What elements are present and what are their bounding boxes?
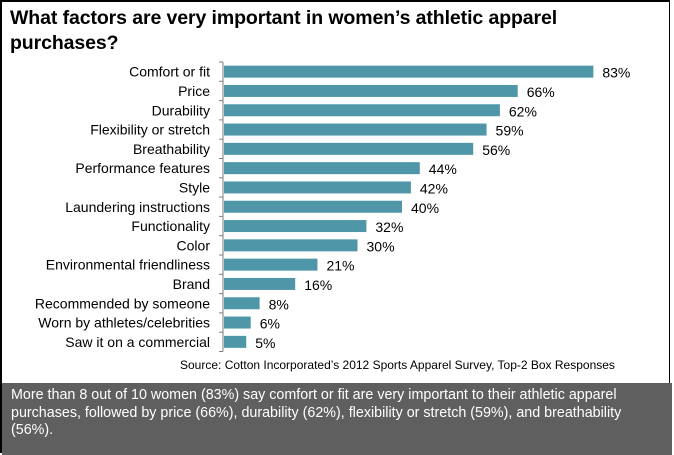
bar-chart: Comfort or fit Price Durability Flexibility… [35, 61, 630, 352]
bar [224, 65, 594, 78]
category-label: Performance features [75, 160, 210, 176]
value-label: 44% [429, 161, 457, 177]
value-label: 21% [326, 258, 354, 274]
value-label: 30% [367, 238, 395, 254]
summary-box: More than 8 out of 10 women (83%) say co… [2, 383, 672, 455]
category-label: Breathability [133, 141, 210, 157]
category-label: Comfort or fit [129, 64, 210, 80]
bar [224, 181, 411, 194]
value-label: 40% [411, 200, 439, 216]
bar [224, 200, 402, 213]
category-label: Style [179, 179, 210, 195]
value-label: 5% [255, 335, 275, 351]
value-label: 66% [527, 84, 555, 100]
category-label: Functionality [131, 218, 210, 234]
bar [224, 104, 500, 117]
bar [224, 220, 367, 233]
bar [224, 162, 420, 175]
bar [224, 142, 474, 155]
bar [224, 297, 260, 310]
value-label: 62% [509, 103, 537, 119]
value-label: 42% [420, 180, 448, 196]
category-label: Laundering instructions [65, 199, 210, 215]
category-label: Durability [152, 102, 210, 118]
value-label: 83% [602, 65, 630, 81]
bar [224, 239, 358, 252]
category-label: Price [178, 83, 210, 99]
category-label: Color [177, 237, 211, 253]
bar [224, 123, 487, 136]
category-label: Brand [173, 276, 210, 292]
category-label: Saw it on a commercial [65, 334, 210, 350]
bar [224, 84, 518, 97]
category-axis [219, 61, 224, 352]
chart-title: What factors are very important in women… [10, 7, 558, 54]
value-label: 56% [482, 142, 510, 158]
bar [224, 316, 251, 329]
bars [224, 65, 594, 348]
value-label: 8% [269, 296, 289, 312]
category-label: Worn by athletes/celebrities [38, 315, 210, 331]
bar [224, 335, 247, 348]
category-labels: Comfort or fit Price Durability Flexibility… [35, 64, 210, 350]
bar [224, 258, 318, 271]
chart-source: Source: Cotton Incorporated’s 2012 Sport… [180, 358, 615, 372]
value-label: 32% [375, 219, 403, 235]
value-label: 16% [304, 277, 332, 293]
value-label: 6% [260, 316, 280, 332]
bar [224, 277, 296, 290]
value-label: 59% [496, 123, 524, 139]
value-labels: 83% 66% 62% 59% 56% 44% 42% 40% 32% 30% 21% 16% 8% 6%… [255, 65, 630, 351]
category-label: Environmental friendliness [46, 257, 210, 273]
category-label: Flexibility or stretch [90, 122, 210, 138]
category-label: Recommended by someone [35, 295, 210, 311]
